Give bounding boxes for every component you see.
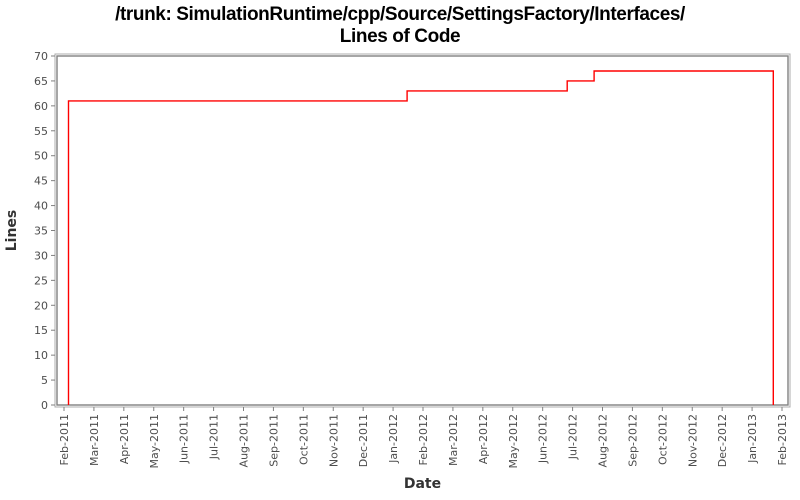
x-tick-label: Jan-2012	[387, 414, 400, 464]
chart-title-line1: /trunk: SimulationRuntime/cpp/Source/Set…	[115, 4, 685, 25]
y-tick-label: 5	[41, 374, 48, 387]
x-tick-label: Jul-2011	[208, 414, 221, 460]
y-tick-label: 50	[34, 150, 48, 163]
x-tick-label: Apr-2011	[118, 414, 131, 464]
y-tick-label: 30	[34, 249, 48, 262]
y-tick-label: 40	[34, 200, 48, 213]
x-tick-label: May-2011	[148, 414, 161, 469]
y-tick-label: 25	[34, 274, 48, 287]
x-tick-label: May-2012	[507, 414, 520, 469]
y-tick-label: 35	[34, 225, 48, 238]
x-tick-label: Feb-2011	[58, 414, 71, 465]
x-tick-label: Nov-2012	[686, 414, 699, 467]
x-tick-label: Sep-2012	[626, 414, 639, 467]
y-tick-label: 70	[34, 50, 48, 63]
x-axis-title: Date	[404, 476, 441, 492]
x-tick-label: Feb-2013	[776, 414, 789, 465]
y-tick-label: 0	[41, 399, 48, 412]
x-tick-label: Aug-2011	[238, 414, 251, 467]
x-tick-label: Oct-2011	[297, 414, 310, 465]
x-tick-label: Aug-2012	[597, 414, 610, 467]
plot-outline	[54, 53, 791, 408]
x-tick-label: Sep-2011	[267, 414, 280, 467]
x-tick-label: Jul-2012	[567, 414, 580, 460]
y-tick-label: 15	[34, 324, 48, 337]
x-tick-label: Feb-2012	[417, 414, 430, 465]
x-tick-label: Oct-2012	[656, 414, 669, 465]
x-tick-label: Apr-2012	[477, 414, 490, 464]
plot-area	[56, 55, 789, 406]
x-tick-label: Jun-2012	[537, 414, 550, 464]
x-tick-label: Jun-2011	[178, 414, 191, 464]
x-tick-label: Dec-2011	[357, 414, 370, 467]
x-tick-label: Dec-2012	[716, 414, 729, 467]
y-tick-label: 45	[34, 175, 48, 188]
x-tick-label: Nov-2011	[327, 414, 340, 467]
y-tick-label: 60	[34, 100, 48, 113]
y-tick-label: 20	[34, 299, 48, 312]
y-tick-label: 65	[34, 75, 48, 88]
chart-title-line2: Lines of Code	[339, 26, 461, 47]
x-tick-label: Jan-2013	[746, 414, 759, 464]
y-tick-label: 55	[34, 125, 48, 138]
series-line	[67, 70, 774, 405]
y-tick-label: 10	[34, 349, 48, 362]
x-tick-label: Mar-2011	[88, 414, 101, 466]
x-tick-label: Mar-2012	[447, 414, 460, 466]
chart-title: /trunk: SimulationRuntime/cpp/Source/Set…	[0, 4, 800, 48]
y-axis-title: Lines	[4, 210, 20, 252]
